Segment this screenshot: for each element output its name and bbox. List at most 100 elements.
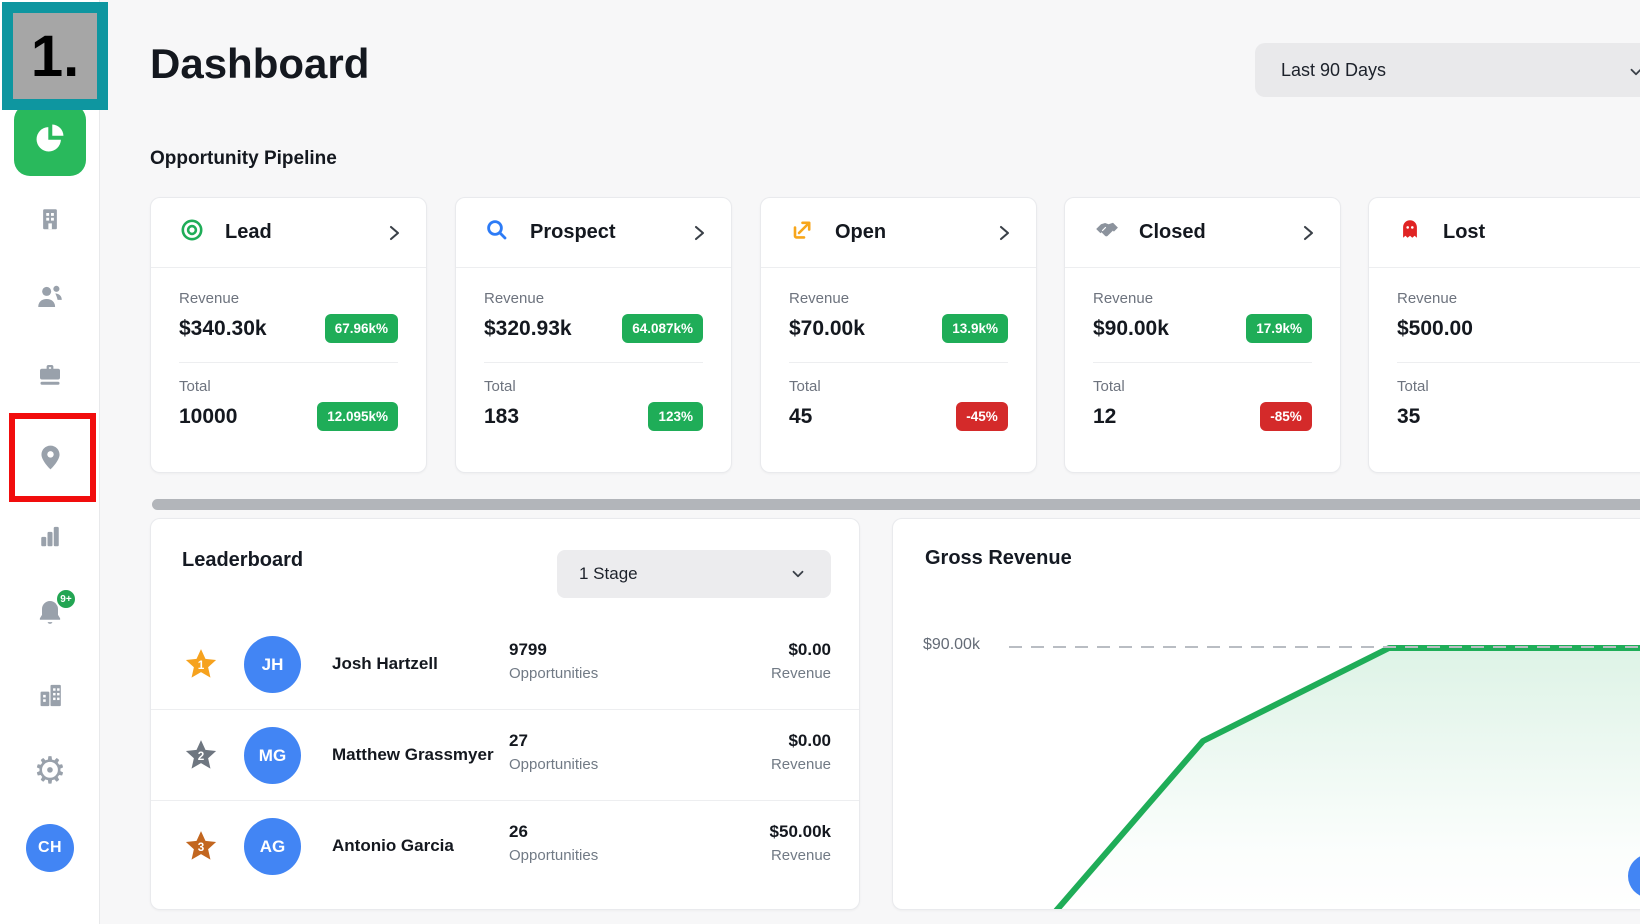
ghost-icon: [1397, 217, 1423, 248]
horizontal-scrollbar[interactable]: [152, 499, 1640, 510]
total-value: 10000: [179, 404, 238, 428]
sidebar-item-settings[interactable]: ⚙: [0, 752, 100, 789]
handshake-icon: [1093, 217, 1119, 248]
y-axis-tick-label: $90.00k: [923, 636, 980, 653]
leaderboard-title: Leaderboard: [182, 549, 304, 571]
pipeline-card-title: Open: [835, 221, 887, 243]
chevron-right-icon[interactable]: [689, 223, 709, 243]
revenue-label: Revenue: [1093, 290, 1154, 307]
company-icon: [35, 679, 66, 715]
leaderboard-row: 1 JH Josh Hartzell 9799 Opportunities $0…: [151, 619, 859, 710]
total-trend-badge: -45%: [956, 402, 1008, 431]
user-avatar[interactable]: CH: [26, 824, 74, 872]
total-label: Total: [1093, 378, 1125, 395]
floating-action-button[interactable]: [1628, 854, 1640, 898]
pipeline-card-header: Lead: [151, 198, 426, 268]
pipeline-card-lead: Lead Revenue $340.30k 67.96k% Total 1000…: [150, 197, 427, 473]
briefcase-icon: [35, 359, 65, 394]
revenue-trend-badge: 67.96k%: [324, 314, 398, 343]
revenue-trend-badge: 13.9k%: [942, 314, 1008, 343]
sidebar-item-contacts[interactable]: [0, 281, 100, 318]
avatar: MG: [244, 727, 301, 784]
rank-star-icon: 1: [184, 647, 218, 681]
bar-chart-icon: [35, 520, 65, 555]
pipeline-card-title: Closed: [1139, 221, 1206, 243]
pie-chart-icon: [33, 121, 67, 160]
sidebar-item-reports[interactable]: [0, 520, 100, 555]
chevron-down-icon: [792, 570, 804, 578]
leaderboard-row: 3 AG Antonio Garcia 26 Opportunities $50…: [151, 801, 859, 892]
revenue-trend-badge: 17.9k%: [1246, 314, 1312, 343]
pipeline-card-closed: Closed Revenue $90.00k 17.9k% Total 12 -…: [1064, 197, 1341, 473]
pipeline-card-lost: Lost Revenue $500.00 Total 35: [1368, 197, 1640, 473]
date-range-select[interactable]: Last 90 Days: [1255, 43, 1640, 97]
revenue-label: Revenue: [1397, 290, 1458, 307]
sidebar-item-accounts[interactable]: [0, 203, 100, 238]
pipeline-card-header: Open: [761, 198, 1036, 268]
pipeline-card-header: Lost: [1369, 198, 1640, 268]
sidebar-item-companies[interactable]: [0, 679, 100, 715]
external-link-icon: [789, 217, 815, 248]
search-icon: [484, 217, 510, 248]
total-value: 35: [1397, 404, 1421, 428]
revenue-value: $500.00: [1397, 316, 1473, 340]
revenue-value: $320.93k: [484, 316, 572, 340]
opportunities-label: Opportunities: [509, 665, 599, 682]
rank-star-icon: 3: [184, 829, 218, 863]
gross-revenue-card: Gross Revenue $90.00k: [892, 518, 1640, 910]
pipeline-card-header: Prospect: [456, 198, 731, 268]
total-value: 12: [1093, 404, 1117, 428]
page-title: Dashboard: [150, 40, 370, 87]
rank-number: 2: [198, 750, 205, 763]
revenue-value: $90.00k: [1093, 316, 1169, 340]
building-icon: [35, 203, 65, 238]
pipeline-section-title: Opportunity Pipeline: [150, 148, 337, 169]
revenue-label: Revenue: [770, 847, 831, 864]
sidebar-item-notifications[interactable]: 9+: [0, 588, 100, 634]
date-range-value: Last 90 Days: [1281, 59, 1387, 80]
map-pin-icon: [35, 442, 66, 478]
pipeline-card-title: Lead: [225, 221, 272, 243]
users-icon: [34, 281, 66, 318]
sidebar: 9+ ⚙ CH: [0, 0, 100, 924]
sidebar-item-territories[interactable]: [0, 442, 100, 478]
step-annotation-badge: 1.: [2, 2, 108, 110]
rank-number: 3: [198, 841, 205, 854]
stage-filter-select[interactable]: 1 Stage: [557, 550, 831, 598]
target-icon: [179, 217, 205, 248]
total-trend-badge: 12.095k%: [317, 402, 398, 431]
revenue-value: $340.30k: [179, 316, 267, 340]
total-label: Total: [789, 378, 821, 395]
total-value: 183: [484, 404, 520, 428]
total-trend-badge: 123%: [648, 402, 703, 431]
revenue-label: Revenue: [179, 290, 240, 307]
stage-filter-value: 1 Stage: [579, 564, 638, 583]
sidebar-item-dashboard[interactable]: [14, 104, 86, 176]
notification-count-badge: 9+: [55, 588, 77, 610]
revenue-label: Revenue: [484, 290, 545, 307]
leaderboard-row: 2 MG Matthew Grassmyer 27 Opportunities …: [151, 710, 859, 801]
chevron-right-icon[interactable]: [1298, 223, 1318, 243]
sidebar-item-deals[interactable]: [0, 359, 100, 394]
bell-icon: [34, 601, 66, 633]
total-label: Total: [179, 378, 211, 395]
rep-name: Matthew Grassmyer: [332, 745, 494, 764]
pipeline-card-prospect: Prospect Revenue $320.93k 64.087k% Total…: [455, 197, 732, 473]
chevron-right-icon[interactable]: [384, 223, 404, 243]
pipeline-card-title: Prospect: [530, 221, 616, 243]
gross-revenue-title: Gross Revenue: [925, 547, 1072, 569]
revenue-label: Revenue: [789, 290, 850, 307]
revenue-value: $70.00k: [789, 316, 865, 340]
avatar: AG: [244, 818, 301, 875]
total-value: 45: [789, 404, 813, 428]
opportunities-label: Opportunities: [509, 756, 599, 773]
opportunities-value: 27: [509, 731, 528, 750]
revenue-value: $50.00k: [769, 822, 831, 841]
revenue-value: $0.00: [788, 640, 831, 659]
rep-name: Antonio Garcia: [332, 836, 454, 855]
opportunities-value: 9799: [509, 640, 547, 659]
chevron-right-icon[interactable]: [994, 223, 1014, 243]
pipeline-card-header: Closed: [1065, 198, 1340, 268]
opportunities-value: 26: [509, 822, 528, 841]
